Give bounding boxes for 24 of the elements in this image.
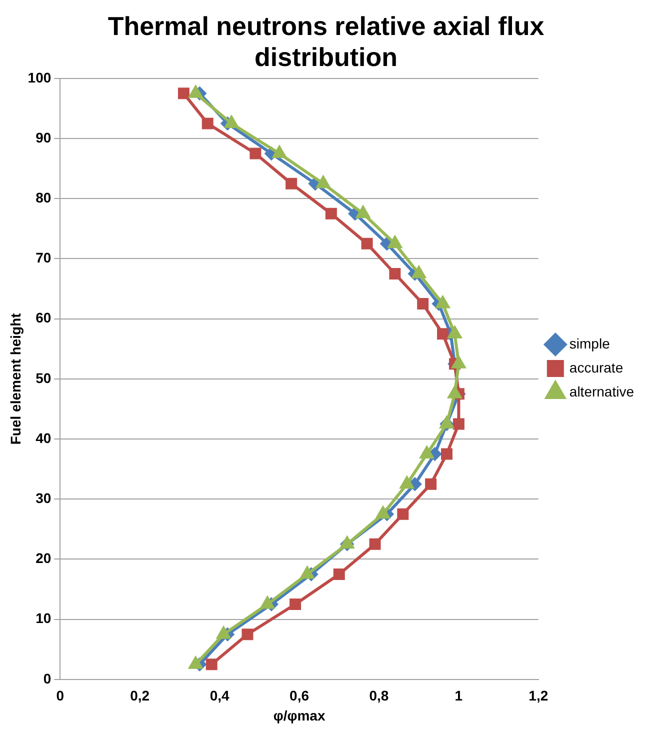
chart-title: Thermal neutrons relative axial flux distribution bbox=[108, 10, 545, 72]
legend-label: accurate bbox=[569, 359, 624, 376]
y-tick-label: 70 bbox=[36, 250, 52, 266]
x-tick-label: 0,8 bbox=[369, 688, 389, 704]
y-tick-label: 50 bbox=[36, 370, 52, 386]
x-tick-label: 1,2 bbox=[528, 688, 548, 704]
y-tick-label: 60 bbox=[36, 310, 52, 326]
x-tick-label: 1 bbox=[454, 688, 463, 704]
x-tick-label: 0,6 bbox=[290, 688, 310, 704]
x-tick-label: 0 bbox=[56, 688, 64, 704]
x-tick-label: 0,2 bbox=[130, 688, 150, 704]
legend-label: alternative bbox=[569, 383, 634, 400]
y-tick-label: 0 bbox=[43, 670, 52, 686]
y-tick-label: 40 bbox=[36, 430, 52, 446]
y-tick-label: 80 bbox=[36, 189, 52, 206]
y-axis-title: Fuel element height bbox=[7, 312, 24, 445]
x-axis-title: φ/φmax bbox=[273, 707, 326, 724]
y-tick-label: 100 bbox=[28, 69, 52, 86]
x-tick-label: 0,4 bbox=[210, 688, 230, 704]
y-tick-label: 90 bbox=[36, 129, 52, 146]
y-tick-label: 20 bbox=[36, 550, 52, 566]
y-tick-label: 10 bbox=[36, 610, 52, 626]
y-tick-label: 30 bbox=[36, 490, 52, 506]
legend-label: simple bbox=[569, 335, 610, 352]
